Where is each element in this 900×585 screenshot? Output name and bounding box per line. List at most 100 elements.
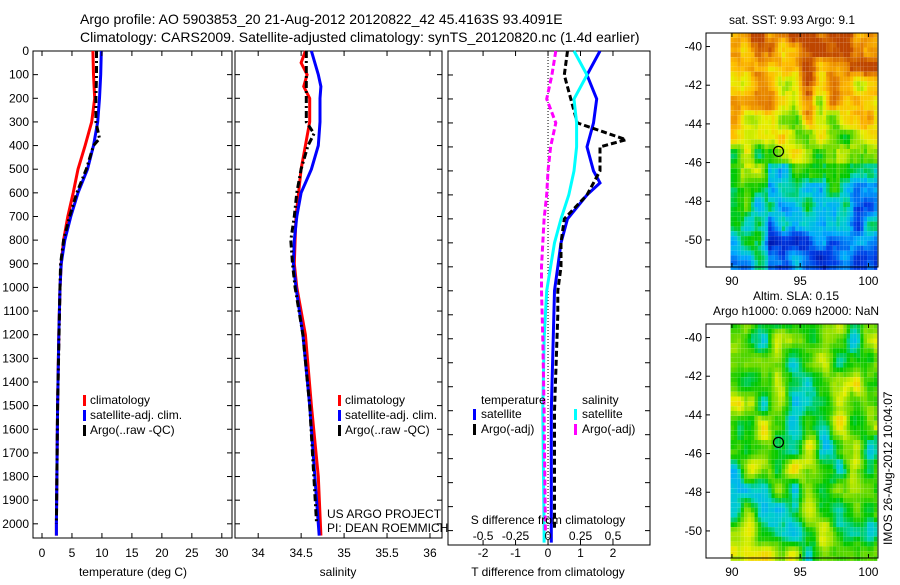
map-cell (826, 187, 830, 193)
map-cell (812, 231, 816, 236)
map-cell (788, 226, 792, 232)
map-cell (798, 91, 803, 96)
map-cell (829, 531, 833, 537)
map-cell (867, 52, 871, 58)
map-cell (734, 396, 738, 402)
map-cell (867, 110, 871, 116)
map-cell (764, 502, 769, 508)
map-cell (805, 236, 810, 241)
map-cell (785, 367, 789, 373)
map-cell (764, 522, 769, 527)
map-cell (846, 396, 850, 402)
map-cell (744, 42, 748, 48)
map-cell (757, 255, 762, 261)
map-cell (795, 333, 799, 339)
map-cell (802, 153, 806, 159)
map-cell (805, 42, 810, 48)
map-cell (843, 551, 847, 556)
map-cell (853, 187, 857, 193)
map-cell (747, 207, 751, 212)
map-cell (802, 483, 806, 489)
map-cell (870, 173, 874, 178)
map-cell (822, 353, 827, 358)
map-cell (836, 91, 840, 96)
map-cell (781, 144, 786, 149)
map-cell (815, 144, 820, 149)
map-cell (795, 483, 799, 489)
map-cell (850, 95, 854, 101)
map-cell (839, 163, 844, 169)
map-cell (785, 95, 789, 101)
map-cell (757, 488, 762, 494)
map-cell (836, 536, 840, 542)
map-cell (785, 488, 789, 494)
map-cell (843, 187, 847, 193)
map-cell (805, 86, 810, 91)
map-cell (836, 57, 840, 62)
map-cell (757, 386, 762, 392)
map-cell (798, 240, 803, 246)
map-cell (771, 95, 775, 101)
map-cell (856, 163, 861, 169)
map-cell (809, 134, 813, 140)
map-cell (836, 260, 840, 265)
map-cell (856, 124, 861, 130)
map-cell (822, 207, 827, 212)
map-cell (836, 245, 840, 251)
map-cell (792, 192, 796, 198)
map-cell (754, 420, 758, 426)
map-cell (734, 527, 738, 532)
map-cell (863, 488, 868, 494)
map-cell (757, 338, 762, 344)
map-cell (757, 91, 762, 96)
map-cell (815, 236, 820, 241)
map-cell (815, 207, 820, 212)
map-cell (863, 464, 868, 469)
map-cell (740, 338, 745, 344)
map-cell (757, 129, 762, 135)
map-cell (870, 328, 874, 334)
map-cell (867, 391, 871, 397)
map-cell (764, 459, 769, 465)
map-cell (873, 115, 878, 120)
map-cell (836, 158, 840, 164)
legend-label: satellite (481, 407, 522, 421)
map-cell (774, 255, 779, 261)
map-cell (761, 129, 765, 135)
map-cell (850, 221, 854, 227)
map-cell (812, 406, 816, 411)
map-cell (826, 353, 830, 358)
map-cell (867, 382, 871, 387)
map-cell (829, 255, 833, 261)
map-cell (771, 362, 775, 368)
map-cell (788, 71, 792, 77)
map-cell (856, 328, 861, 334)
map-cell (860, 71, 864, 77)
map-cell (856, 425, 861, 431)
map-cell (757, 158, 762, 164)
map-cell (754, 42, 758, 48)
map-cell (812, 129, 816, 135)
map-cell (856, 110, 861, 116)
map-cell (785, 144, 789, 149)
map-cell (815, 348, 820, 353)
map-cell (843, 149, 847, 154)
map-cell (761, 541, 765, 547)
map-cell (764, 483, 769, 489)
map-cell (788, 382, 792, 387)
map-cell (850, 211, 854, 217)
map-cell (788, 498, 792, 503)
map-cell (754, 57, 758, 62)
map-cell (737, 527, 741, 532)
map-cell (754, 226, 758, 232)
map-cell (860, 207, 864, 212)
map-cell (754, 100, 758, 106)
map-cell (781, 158, 786, 164)
map-cell (833, 240, 837, 246)
map-cell (774, 236, 779, 241)
map-cell (802, 115, 806, 120)
map-cell (795, 396, 799, 402)
map-cell (812, 391, 816, 397)
map-cell (863, 430, 868, 436)
map-cell (850, 527, 854, 532)
